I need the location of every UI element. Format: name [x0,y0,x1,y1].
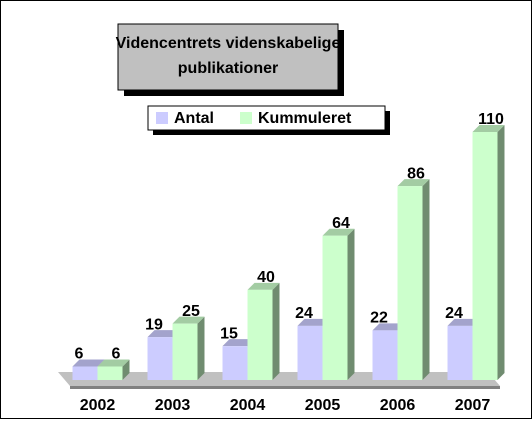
legend-swatch [240,112,252,124]
legend-swatch [156,112,168,124]
bar [372,330,398,380]
bar-top [72,359,105,367]
bar-side [122,359,130,380]
bar [472,132,498,380]
bar-side [272,282,280,380]
floor-edge [70,386,500,389]
data-label: 24 [445,305,463,322]
x-tick-label: 2003 [155,397,191,414]
bar [322,235,348,380]
bar-top [447,318,480,326]
data-label: 19 [145,316,163,333]
chart-title: Videncentrets videnskabelige publikatione… [116,35,341,77]
bar [172,323,198,380]
bar [447,325,473,380]
data-label: 110 [478,111,504,128]
data-label: 6 [112,346,121,363]
title-box [117,23,339,91]
bar-side [422,179,430,380]
bar-top [222,339,255,347]
bar [222,346,248,380]
x-tick-label: 2007 [455,397,491,414]
bar [147,337,173,380]
data-label: 40 [257,269,275,286]
data-label: 64 [332,215,350,232]
bar-top [297,318,330,326]
bar-top [372,323,405,331]
x-tick-label: 2004 [230,397,266,414]
data-label: 24 [295,305,313,322]
data-label: 15 [220,325,238,342]
bar [72,366,98,380]
legend-box [147,105,386,131]
x-tick-label: 2002 [80,397,116,414]
bar-top [472,125,505,132]
bar-top [397,179,430,187]
bar [297,325,323,380]
bar [97,366,123,380]
bar [397,186,423,380]
data-label: 25 [182,303,200,320]
bar [247,289,273,380]
data-label: 6 [75,346,84,363]
bar-top [97,359,130,367]
bar-top [247,282,280,290]
bar-top [172,316,205,324]
bar-top [322,228,355,236]
data-label: 22 [370,310,388,327]
x-tick-label: 2005 [305,397,341,414]
x-tick-label: 2006 [380,397,416,414]
legend-label: Kummuleret [258,110,352,127]
bar-side [197,316,205,380]
legend-label: Antal [174,110,214,127]
data-label: 86 [407,165,425,182]
bar-side [347,228,355,380]
bar-top [147,330,180,338]
bar-side [497,125,505,380]
